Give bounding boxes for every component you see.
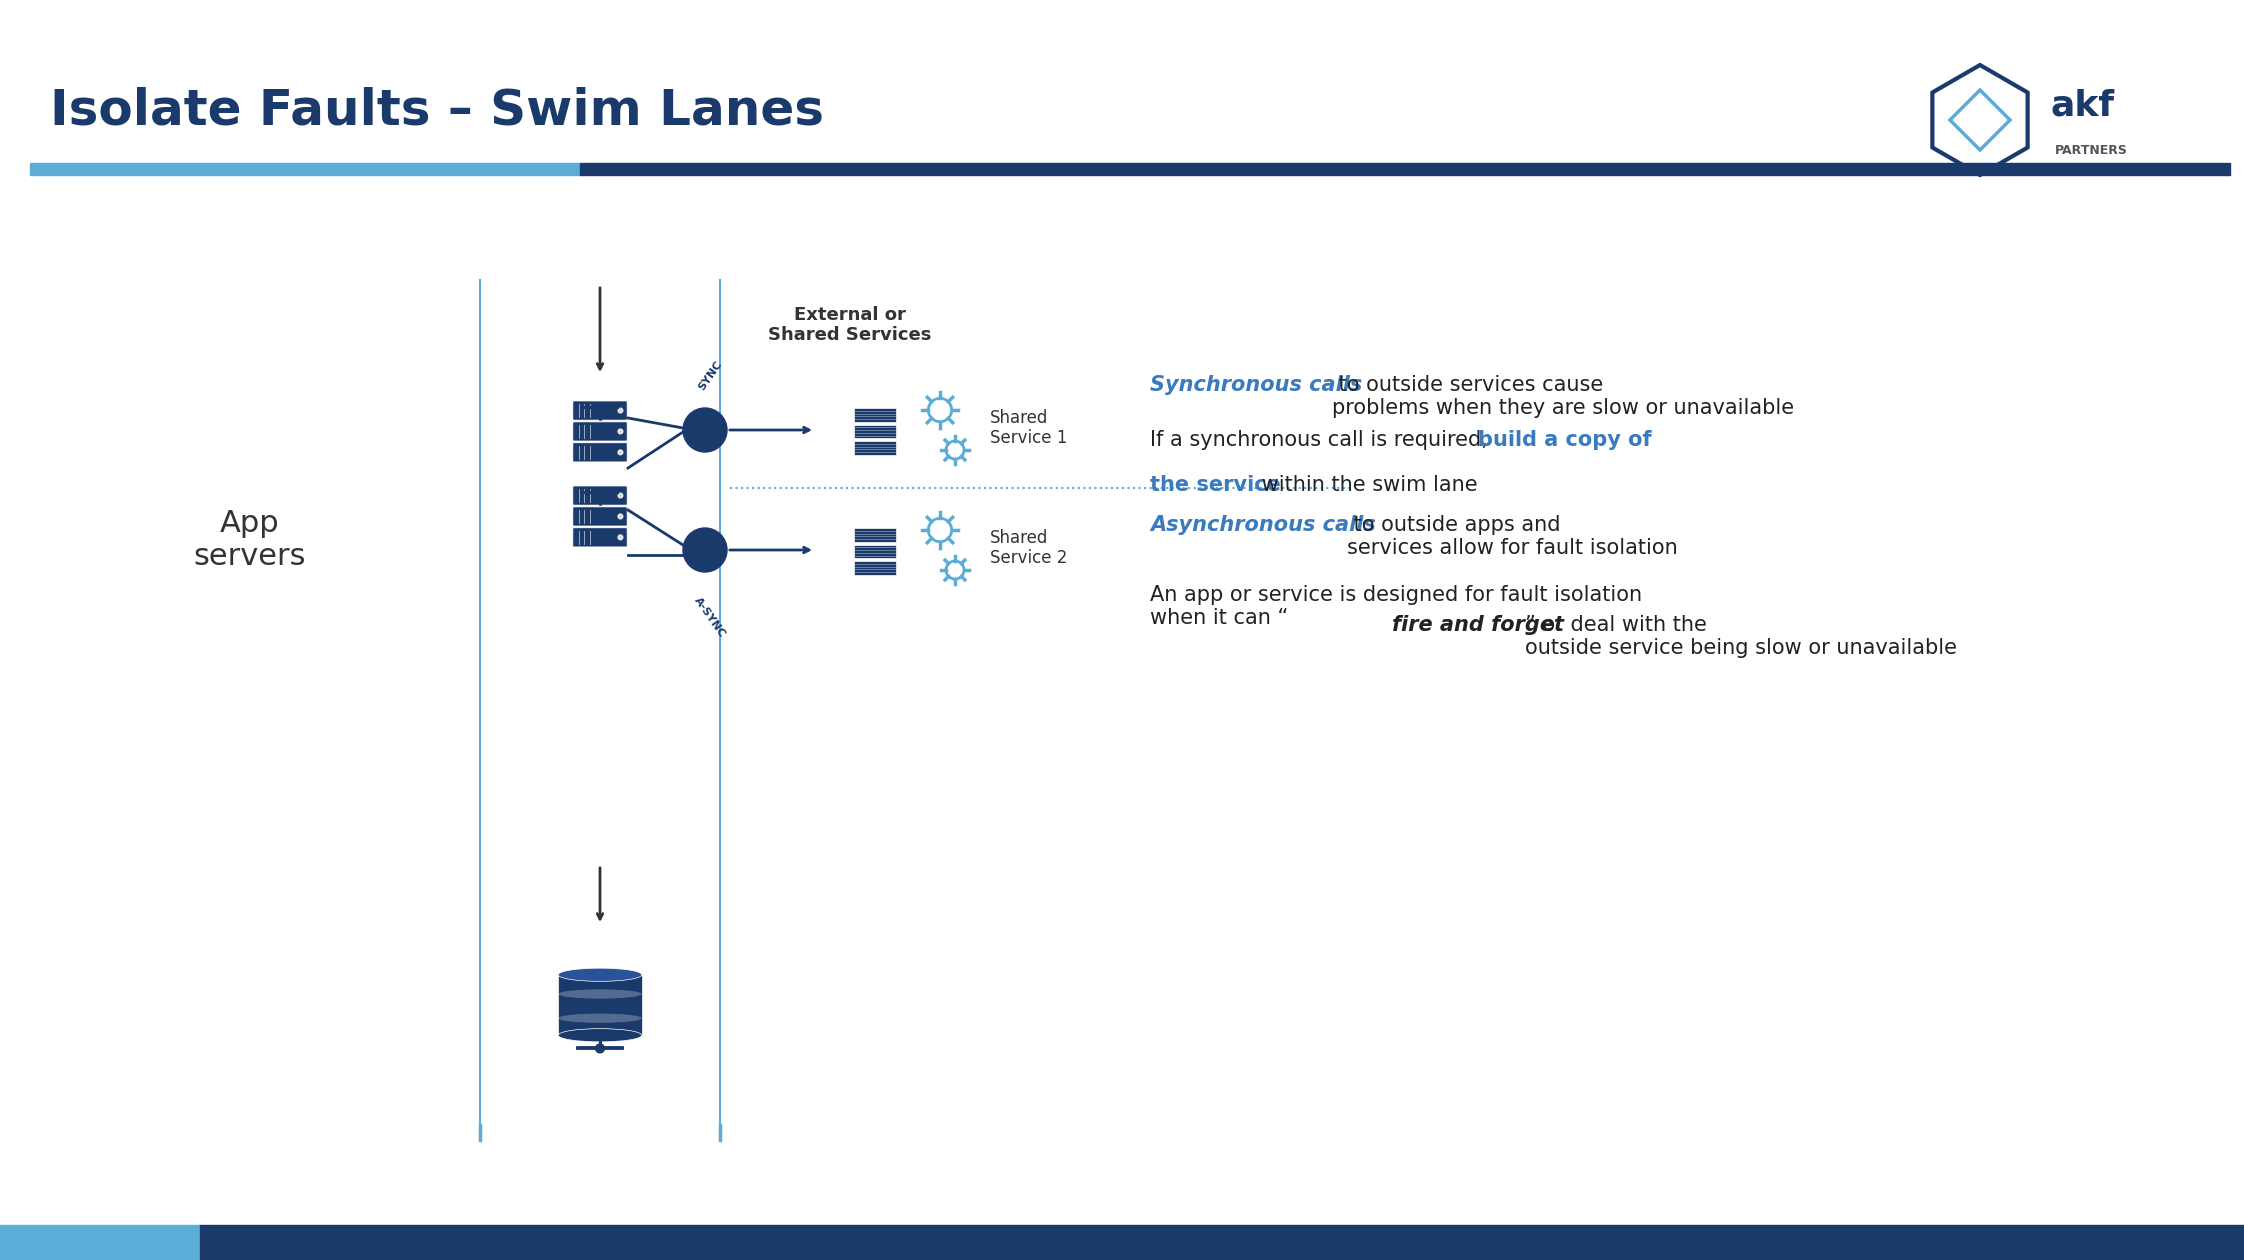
Text: Synchronous calls: Synchronous calls <box>1149 375 1362 394</box>
Text: External or
Shared Services: External or Shared Services <box>767 306 931 344</box>
Text: Shared
Service 2: Shared Service 2 <box>990 529 1068 567</box>
Circle shape <box>595 1045 604 1053</box>
FancyBboxPatch shape <box>572 507 626 525</box>
Text: within the swim lane: within the swim lane <box>1254 475 1477 495</box>
Bar <box>200 1225 2244 1260</box>
Bar <box>853 441 895 455</box>
Ellipse shape <box>559 968 642 982</box>
FancyBboxPatch shape <box>572 401 626 420</box>
Text: build a copy of: build a copy of <box>1479 430 1652 450</box>
Ellipse shape <box>559 1028 642 1042</box>
Circle shape <box>617 450 624 455</box>
Ellipse shape <box>559 1033 642 1042</box>
FancyBboxPatch shape <box>572 486 626 505</box>
Text: If a synchronous call is required,: If a synchronous call is required, <box>1149 430 1495 450</box>
Text: to outside apps and
services allow for fault isolation: to outside apps and services allow for f… <box>1346 515 1676 558</box>
Text: PARTNERS: PARTNERS <box>2056 144 2127 156</box>
Bar <box>0 1225 200 1260</box>
Bar <box>853 408 895 422</box>
Text: Isolate Faults – Swim Lanes: Isolate Faults – Swim Lanes <box>49 86 824 134</box>
Circle shape <box>617 430 624 433</box>
Ellipse shape <box>559 989 642 999</box>
Text: akf: akf <box>2051 88 2114 122</box>
Circle shape <box>682 528 727 572</box>
Bar <box>29 163 579 175</box>
Circle shape <box>682 408 727 452</box>
Text: An app or service is designed for fault isolation
when it can “: An app or service is designed for fault … <box>1149 585 1643 629</box>
Bar <box>853 561 895 575</box>
FancyBboxPatch shape <box>572 528 626 547</box>
Circle shape <box>617 536 624 539</box>
Bar <box>853 528 895 542</box>
Text: SYNC: SYNC <box>696 359 723 392</box>
Ellipse shape <box>559 1013 642 1023</box>
Bar <box>579 163 2231 175</box>
Text: Shared
Service 1: Shared Service 1 <box>990 408 1068 447</box>
Text: Asynchronous calls: Asynchronous calls <box>1149 515 1376 535</box>
Text: App
servers: App servers <box>193 509 305 571</box>
Bar <box>853 544 895 558</box>
Text: the service: the service <box>1149 475 1281 495</box>
Circle shape <box>617 514 624 519</box>
Text: ” or deal with the
outside service being slow or unavailable: ” or deal with the outside service being… <box>1526 615 1957 658</box>
Text: A-SYNC: A-SYNC <box>693 595 727 639</box>
Text: fire and forget: fire and forget <box>1391 615 1564 635</box>
Text: to outside services cause
problems when they are slow or unavailable: to outside services cause problems when … <box>1333 375 1795 418</box>
Circle shape <box>617 408 624 413</box>
Circle shape <box>617 493 624 498</box>
Bar <box>853 425 895 438</box>
Bar <box>559 975 642 1036</box>
FancyBboxPatch shape <box>572 422 626 441</box>
FancyBboxPatch shape <box>572 442 626 462</box>
